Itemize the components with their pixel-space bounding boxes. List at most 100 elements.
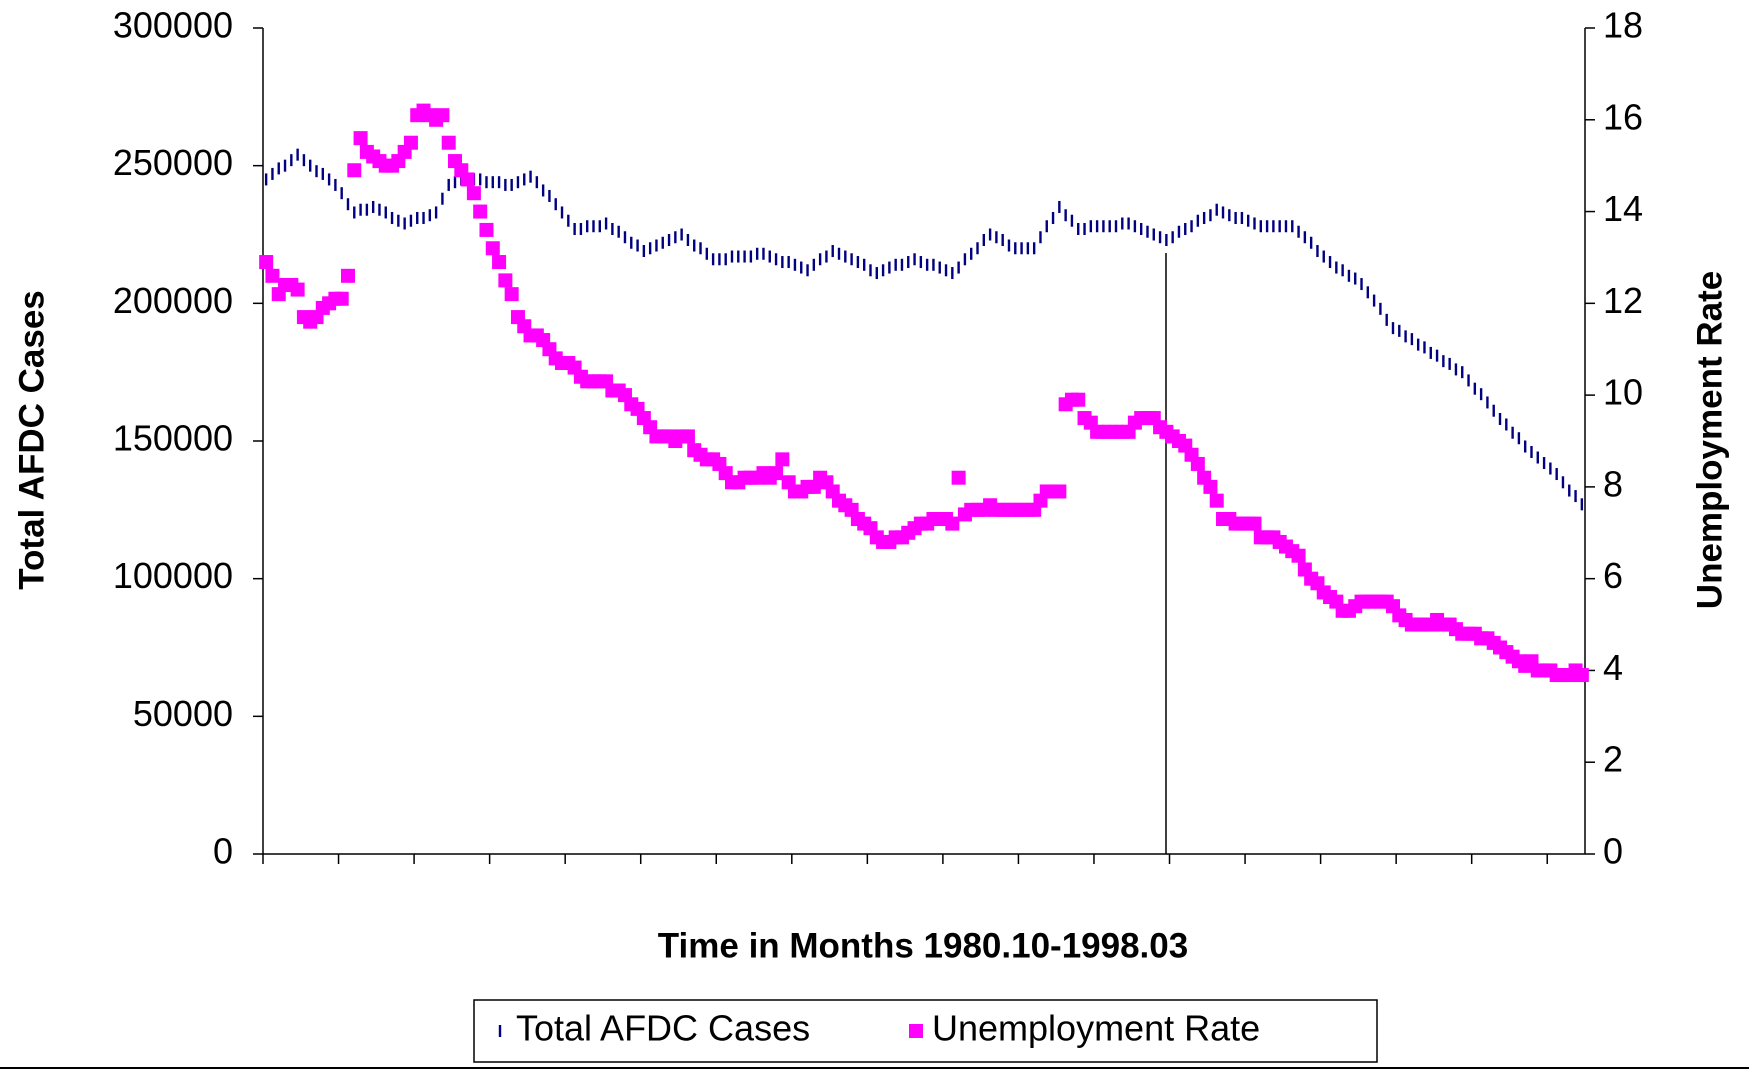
data-point [1095, 220, 1099, 233]
data-point [296, 148, 299, 161]
data-point [944, 264, 948, 277]
data-point [856, 256, 860, 269]
data-point [1102, 220, 1105, 233]
data-point [259, 255, 274, 270]
data-point [925, 258, 929, 271]
data-point [800, 261, 803, 274]
data-point [888, 261, 891, 274]
data-point [1215, 203, 1218, 216]
data-point [485, 176, 488, 189]
data-point [705, 247, 709, 260]
data-point [749, 250, 753, 263]
data-point [422, 211, 425, 224]
data-point [1335, 261, 1338, 274]
data-point [1454, 363, 1458, 376]
legend-marker [498, 1025, 502, 1037]
data-point [478, 173, 482, 186]
data-point [1071, 392, 1086, 407]
data-point [1158, 231, 1162, 244]
data-point [390, 211, 394, 224]
data-point [1297, 225, 1300, 238]
data-point [1530, 446, 1533, 459]
data-point [541, 184, 545, 197]
y2-axis-title: Unemployment Rate [1690, 271, 1729, 609]
data-point [1291, 220, 1294, 233]
data-point [365, 203, 369, 216]
data-point [516, 176, 520, 189]
data-point [441, 135, 456, 150]
data-point [737, 250, 740, 263]
data-point [403, 135, 418, 150]
data-point [504, 287, 519, 302]
data-point [1379, 302, 1382, 315]
data-point [1196, 214, 1200, 227]
data-point [334, 291, 349, 306]
data-point [428, 209, 432, 222]
data-point [1146, 225, 1149, 238]
data-point [1360, 278, 1363, 291]
data-point [774, 253, 778, 266]
x-axis-title: Time in Months 1980.10-1998.03 [658, 926, 1188, 965]
data-point [806, 264, 809, 277]
data-point [1492, 404, 1495, 417]
data-point [473, 204, 488, 219]
data-point [1127, 217, 1130, 230]
data-point [347, 163, 362, 178]
data-point [812, 258, 816, 271]
data-point [1228, 209, 1231, 222]
data-point [1051, 211, 1055, 224]
data-point [1058, 200, 1061, 213]
data-point [403, 217, 406, 230]
data-point [466, 186, 481, 201]
data-point [1171, 231, 1174, 244]
data-point [945, 516, 960, 531]
data-point [479, 222, 494, 237]
data-point [1052, 484, 1067, 499]
data-point [976, 242, 979, 255]
data-point [1416, 338, 1420, 351]
data-point [1202, 211, 1206, 224]
data-point [1070, 214, 1074, 227]
data-point [1511, 426, 1514, 439]
data-point [762, 247, 765, 260]
data-point [724, 253, 727, 266]
data-point [497, 176, 501, 189]
data-point [1114, 220, 1118, 233]
data-point [680, 429, 695, 444]
y2-tick-label: 10 [1603, 372, 1643, 413]
data-point [283, 159, 287, 172]
data-point [1203, 479, 1218, 494]
data-point [1014, 242, 1017, 255]
data-point [831, 245, 834, 258]
data-point [598, 220, 601, 233]
data-point [535, 176, 539, 189]
data-point [1240, 211, 1244, 224]
data-point [1574, 490, 1577, 503]
data-point [1026, 242, 1030, 255]
y2-tick-label: 4 [1603, 647, 1623, 688]
data-point [907, 256, 910, 269]
data-point [1549, 462, 1552, 475]
data-point [623, 231, 627, 244]
data-point [453, 176, 457, 189]
data-point [309, 159, 312, 172]
data-point [1580, 498, 1584, 511]
data-point [1385, 313, 1388, 326]
data-point [315, 165, 318, 178]
data-point [963, 253, 967, 266]
data-point [334, 178, 337, 191]
data-point [970, 247, 973, 260]
data-point [1221, 206, 1225, 219]
legend-label: Unemployment Rate [932, 1008, 1260, 1049]
data-point [1398, 324, 1401, 337]
data-point [277, 162, 280, 175]
data-point [435, 108, 450, 123]
data-point [951, 470, 966, 485]
y-tick-label: 200000 [113, 280, 233, 321]
data-point [1473, 382, 1477, 395]
y-tick-label: 300000 [113, 5, 233, 46]
y-axis-title: Total AFDC Cases [12, 290, 51, 590]
data-point [1536, 451, 1539, 464]
data-point [353, 206, 356, 219]
